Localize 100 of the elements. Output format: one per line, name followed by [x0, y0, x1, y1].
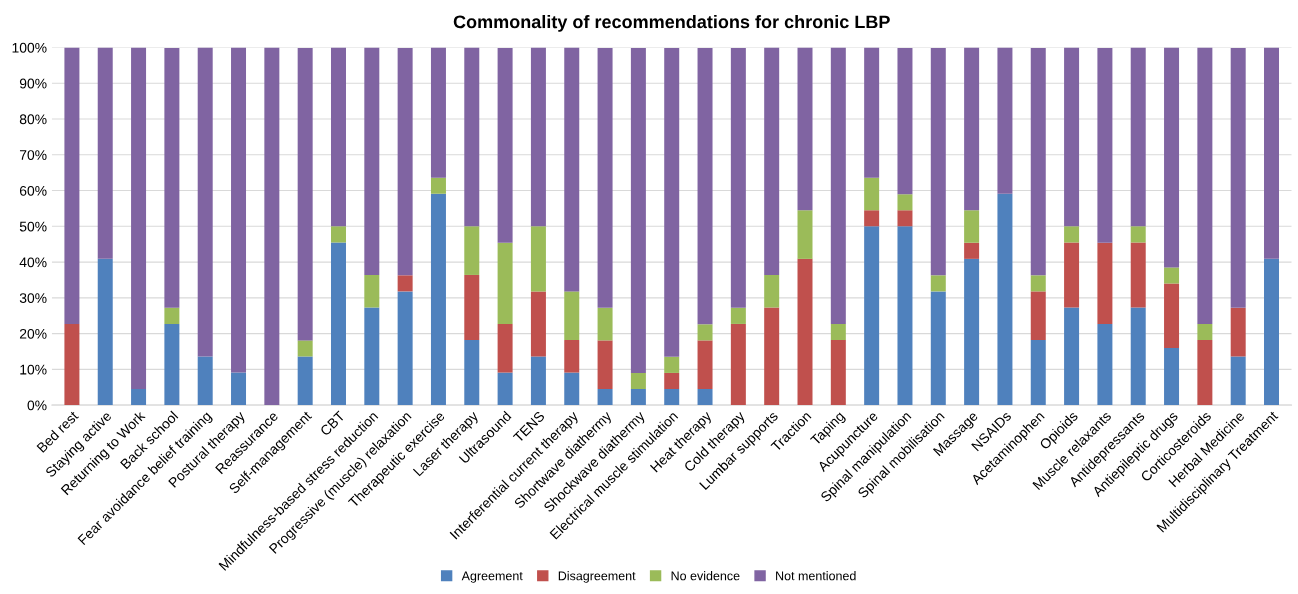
bar — [664, 372, 680, 390]
bar — [97, 47, 113, 259]
legend-label: Agreement — [461, 571, 523, 583]
y-tick-label: 50% — [19, 221, 47, 232]
bar — [164, 47, 180, 308]
bar — [697, 389, 713, 406]
y-tick-label: 30% — [19, 293, 47, 303]
bar — [430, 47, 446, 178]
bar — [897, 226, 913, 406]
bar — [231, 372, 247, 406]
y-tick-label: 0% — [27, 400, 47, 411]
bar — [64, 47, 80, 324]
bar — [1230, 47, 1246, 308]
bar — [330, 226, 346, 243]
bar — [297, 356, 313, 406]
bar — [1164, 47, 1180, 268]
bar — [497, 323, 513, 373]
bar — [397, 47, 413, 276]
bar — [730, 323, 746, 406]
bar — [297, 340, 313, 357]
bar — [1097, 47, 1113, 243]
bar — [564, 47, 580, 292]
bar — [1097, 323, 1113, 406]
bar — [1064, 47, 1080, 227]
bar — [430, 177, 446, 194]
bar — [630, 47, 646, 373]
bar — [64, 323, 80, 406]
bar — [464, 274, 480, 341]
bar — [1164, 347, 1180, 406]
bar — [664, 47, 680, 357]
bar — [797, 47, 813, 211]
bar — [764, 47, 780, 275]
bar — [164, 307, 180, 324]
bar — [830, 47, 846, 324]
legend-label: Not mentioned — [776, 571, 856, 581]
bar — [864, 47, 880, 178]
bar — [197, 47, 213, 357]
bar — [231, 47, 247, 373]
legend-label: Disagreement — [558, 571, 636, 583]
bar — [1030, 275, 1046, 292]
bar — [930, 291, 946, 406]
bar — [797, 210, 813, 259]
bar — [264, 47, 280, 406]
bar — [1164, 267, 1180, 284]
bar — [897, 194, 913, 211]
bar — [964, 242, 980, 259]
bar — [664, 389, 680, 406]
bar — [497, 47, 513, 243]
y-tick-label: 20% — [19, 328, 47, 339]
bar — [364, 274, 380, 308]
bar — [630, 372, 646, 390]
y-tick-label: 70% — [19, 150, 47, 160]
bar — [1197, 47, 1213, 324]
bar — [830, 323, 846, 341]
bar — [697, 324, 713, 341]
legend-label: No evidence — [671, 571, 740, 581]
bar — [1064, 242, 1080, 308]
bar — [397, 275, 413, 292]
bar — [730, 307, 746, 324]
bar — [330, 242, 346, 406]
bar — [164, 323, 180, 406]
bar — [464, 226, 480, 275]
bar — [1064, 307, 1080, 406]
bar — [530, 291, 546, 357]
bar — [497, 242, 513, 324]
bar — [597, 340, 613, 390]
bar — [930, 275, 946, 292]
bar — [864, 177, 880, 211]
bar — [897, 47, 913, 195]
y-tick-label: 40% — [19, 257, 47, 268]
bar — [1030, 291, 1046, 341]
bar — [530, 47, 546, 227]
y-tick-label: 90% — [19, 78, 47, 89]
bar — [664, 356, 680, 373]
bar — [1030, 47, 1046, 276]
bar — [530, 226, 546, 292]
bar — [1197, 323, 1213, 341]
bar — [564, 340, 580, 373]
bar — [364, 47, 380, 275]
bar — [297, 47, 313, 341]
y-tick-label: 60% — [19, 185, 47, 196]
bar — [864, 226, 880, 406]
bar — [131, 47, 147, 390]
bar — [730, 47, 746, 308]
bar — [330, 47, 346, 227]
bar — [397, 291, 413, 406]
bar — [630, 389, 646, 406]
bar — [1264, 47, 1280, 259]
bar — [131, 389, 147, 406]
bar — [597, 47, 613, 308]
y-tick-label: 100% — [12, 42, 47, 53]
bar — [530, 356, 546, 406]
bar — [1030, 340, 1046, 406]
bar — [1197, 340, 1213, 406]
bar — [597, 307, 613, 341]
bar — [1097, 242, 1113, 324]
bar — [1230, 356, 1246, 406]
bar — [497, 372, 513, 406]
bar — [764, 307, 780, 406]
bar — [964, 258, 980, 406]
